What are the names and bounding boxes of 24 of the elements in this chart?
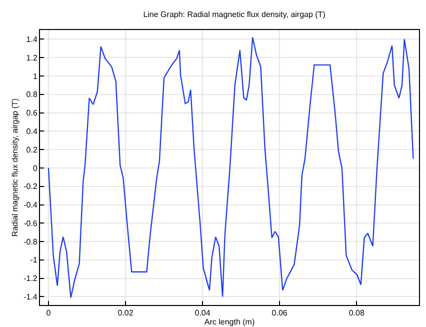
- x-axis-title: Arc length (m): [204, 318, 255, 327]
- y-tick-label: 1.2: [26, 53, 38, 62]
- y-tick-label: -0.2: [24, 182, 38, 192]
- y-tick-label: -0.6: [24, 218, 38, 228]
- line-series: [48, 36, 414, 298]
- x-tick-label: 0.06: [272, 308, 288, 318]
- y-tick-label: -0.4: [24, 200, 38, 210]
- y-tick-label: 1.4: [26, 35, 38, 44]
- y-axis-title: Radial magnetic flux density, airgap (T): [10, 98, 20, 237]
- x-tick-label: 0.08: [348, 308, 365, 318]
- y-tick-label: -1: [30, 256, 38, 265]
- x-tick-label: 0.04: [194, 308, 211, 318]
- y-tick-label: 0.2: [26, 145, 38, 154]
- y-tick-label: -0.8: [24, 237, 38, 246]
- y-tick-label: 1: [32, 72, 38, 81]
- y-tick-label: 0.8: [26, 90, 38, 100]
- y-tick-label: -1.4: [24, 292, 38, 302]
- y-tick-label: 0.6: [26, 108, 38, 118]
- y-tick-label: -1.2: [24, 274, 38, 284]
- x-tick-label: 0: [46, 308, 52, 318]
- x-tick-label: 0.02: [118, 308, 134, 318]
- y-tick-label: 0: [32, 164, 38, 173]
- chart-title: Line Graph: Radial magnetic flux density, airgap (T): [143, 10, 326, 20]
- y-tick-label: 0.4: [26, 126, 38, 136]
